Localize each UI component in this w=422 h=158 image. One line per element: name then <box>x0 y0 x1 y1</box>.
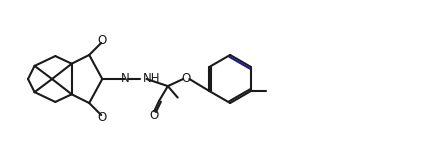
Text: O: O <box>97 111 106 124</box>
Text: N: N <box>121 73 130 85</box>
Text: O: O <box>182 73 191 85</box>
Text: O: O <box>149 109 158 122</box>
Text: O: O <box>97 34 106 47</box>
Text: NH: NH <box>143 73 160 85</box>
